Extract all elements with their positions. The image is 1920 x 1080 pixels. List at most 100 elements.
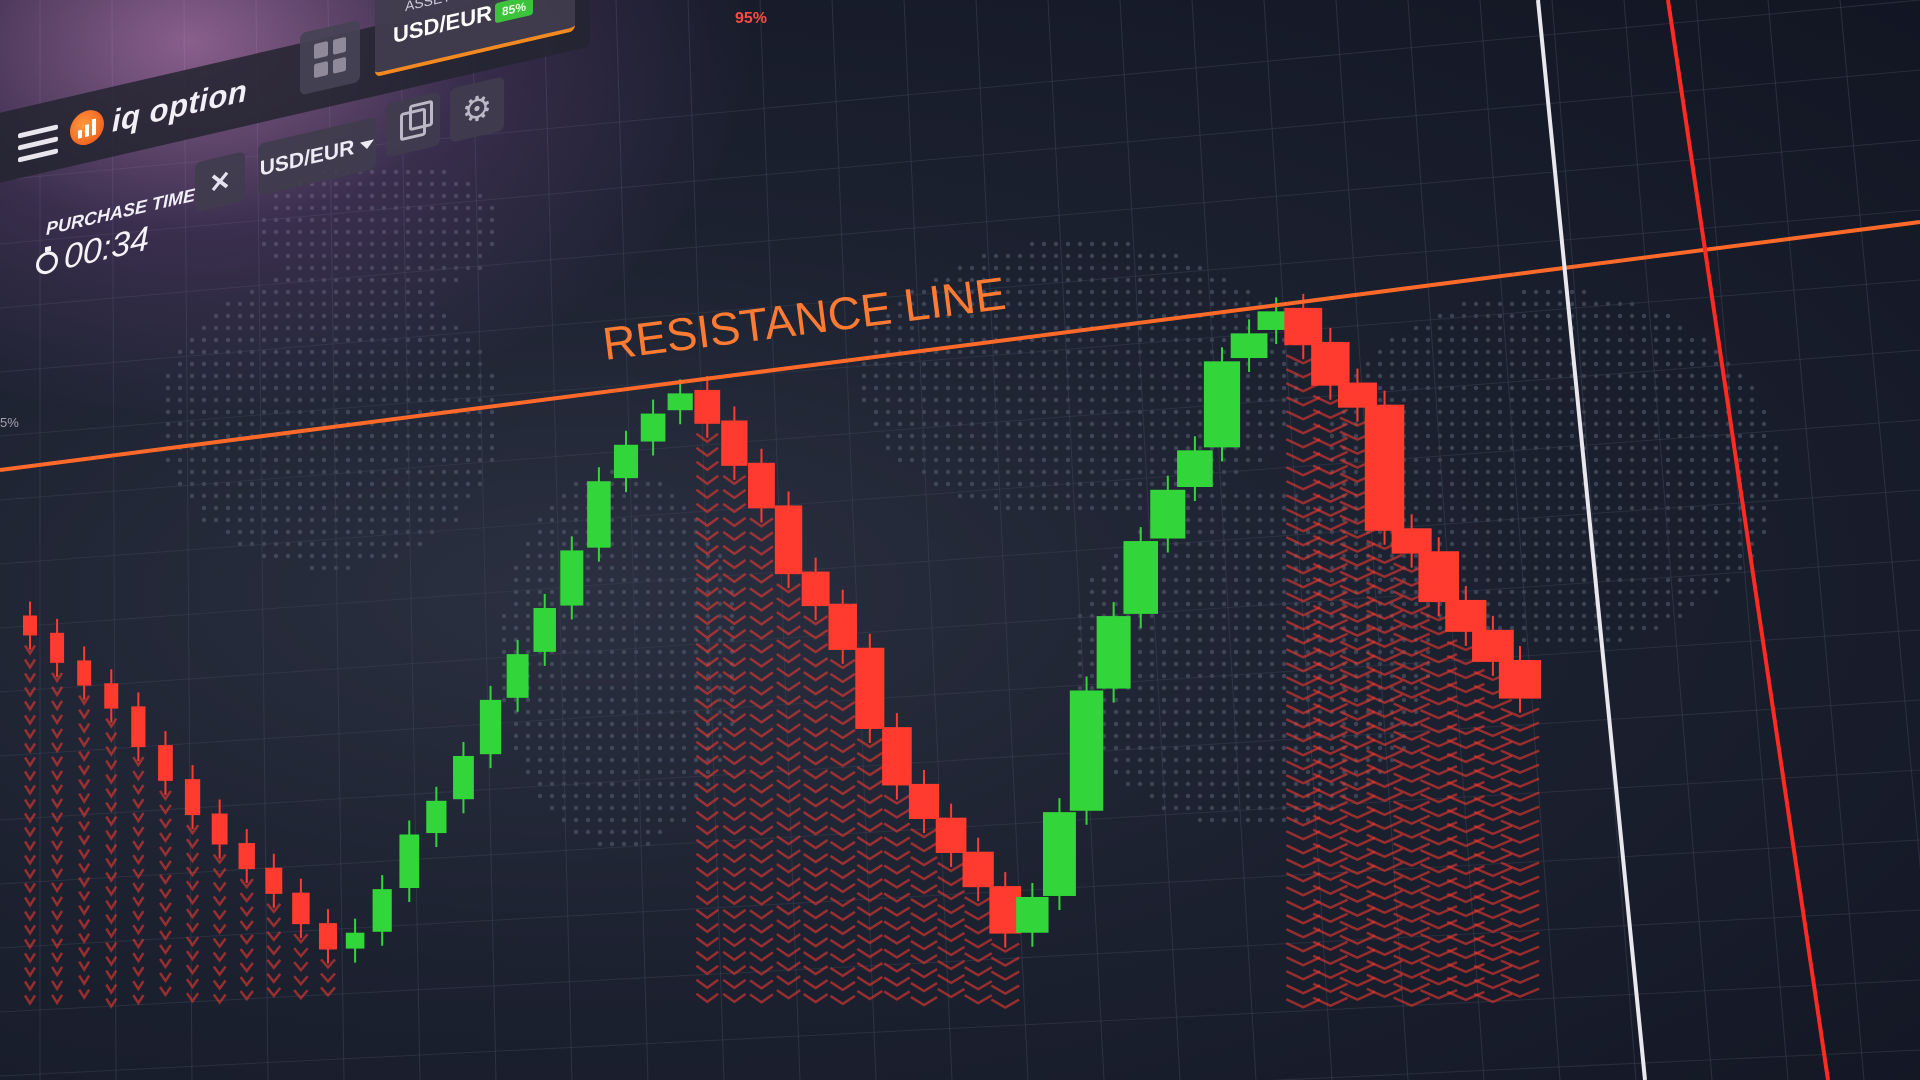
chevron-trail-mark (160, 973, 171, 981)
candle-down[interactable] (1284, 308, 1322, 345)
map-dot (1702, 410, 1706, 414)
candle-down[interactable] (882, 727, 912, 785)
candle-up[interactable] (1231, 333, 1268, 358)
map-dot (1582, 614, 1586, 618)
candle-down[interactable] (239, 843, 255, 869)
map-dot (1558, 386, 1562, 390)
map-dot (418, 362, 422, 366)
candle-down[interactable] (23, 616, 37, 636)
candle-down[interactable] (131, 706, 145, 747)
map-dot (1090, 506, 1094, 510)
map-dot (1438, 506, 1442, 510)
expiration-line[interactable] (1668, 0, 1828, 1080)
resistance-line[interactable] (0, 222, 1920, 470)
map-dot (1150, 614, 1154, 618)
map-dot (670, 602, 674, 606)
map-dot (1450, 434, 1454, 438)
candle-down[interactable] (50, 633, 64, 663)
candle-up[interactable] (534, 608, 556, 652)
map-dot (334, 302, 338, 306)
candle-up[interactable] (453, 756, 474, 799)
chevron-trail-mark (911, 983, 937, 991)
current-time-line[interactable] (1538, 0, 1645, 1080)
candle-up[interactable] (426, 801, 446, 833)
duplicate-chart-button[interactable] (386, 91, 440, 157)
candle-up[interactable] (346, 933, 365, 949)
candle-down[interactable] (265, 868, 282, 894)
candle-up[interactable] (560, 550, 583, 605)
chevron-trail-mark (1286, 509, 1320, 517)
candle-down[interactable] (694, 390, 720, 424)
candle-up[interactable] (1123, 541, 1158, 614)
candle-down[interactable] (292, 893, 310, 924)
chevron-trail-mark (696, 952, 718, 960)
map-dot (382, 242, 386, 246)
map-dot (1090, 614, 1094, 618)
candle-down[interactable] (936, 818, 967, 853)
map-dot (1066, 446, 1070, 450)
candle-down[interactable] (212, 814, 228, 845)
map-dot (1162, 614, 1166, 618)
map-dot (1150, 698, 1154, 702)
map-dot (1210, 290, 1214, 294)
candle-up[interactable] (1204, 361, 1240, 447)
map-dot (430, 326, 434, 330)
map-dot (922, 374, 926, 378)
map-dot (1042, 314, 1046, 318)
candle-down[interactable] (1472, 630, 1514, 662)
candle-down[interactable] (828, 604, 857, 650)
map-dot (1102, 362, 1106, 366)
candle-down[interactable] (185, 779, 200, 815)
asset-select[interactable]: USD/EUR (258, 117, 376, 196)
candle-down[interactable] (1445, 600, 1486, 632)
candle-down[interactable] (748, 463, 775, 509)
chevron-trail-mark (830, 954, 855, 962)
settings-button[interactable]: ⚙ (450, 76, 504, 142)
candle-up[interactable] (587, 481, 611, 547)
candle-down[interactable] (77, 660, 91, 685)
chevron-trail-mark (214, 869, 226, 877)
candle-down[interactable] (802, 572, 830, 606)
candle-up[interactable] (668, 393, 693, 410)
candle-down[interactable] (1392, 528, 1432, 553)
candle-down[interactable] (1499, 660, 1541, 699)
candle-down[interactable] (1338, 383, 1377, 408)
chevron-trail-mark (241, 935, 253, 943)
candle-down[interactable] (1365, 405, 1405, 531)
candle-up[interactable] (1150, 490, 1185, 539)
map-dot (1642, 326, 1646, 330)
candle-down[interactable] (1418, 551, 1459, 602)
candle-down[interactable] (104, 683, 118, 708)
candle-down[interactable] (775, 505, 802, 574)
candle-up[interactable] (1177, 450, 1213, 487)
candle-up[interactable] (1043, 812, 1076, 896)
chevron-trail-mark (777, 654, 800, 662)
candle-down[interactable] (158, 745, 173, 781)
map-dot (262, 290, 266, 294)
candle-up[interactable] (614, 445, 638, 478)
candle-down[interactable] (1311, 342, 1349, 386)
map-dot (1294, 590, 1298, 594)
close-asset-button[interactable]: ✕ (195, 151, 245, 213)
chevron-trail-mark (52, 939, 62, 947)
map-dot (1282, 818, 1286, 822)
map-dot (1666, 482, 1670, 486)
candle-up[interactable] (641, 414, 666, 442)
chevron-trail-mark (723, 938, 745, 946)
candle-up[interactable] (1070, 690, 1103, 810)
map-dot (1054, 338, 1058, 342)
map-dot (1606, 350, 1610, 354)
candle-up[interactable] (373, 889, 392, 932)
candle-down[interactable] (319, 923, 337, 949)
candle-up[interactable] (1097, 616, 1131, 688)
candle-down[interactable] (963, 852, 994, 887)
candle-up[interactable] (399, 834, 419, 888)
map-dot (454, 350, 458, 354)
candle-down[interactable] (855, 648, 884, 729)
candle-down[interactable] (721, 420, 747, 465)
candle-up[interactable] (507, 654, 529, 698)
candle-down[interactable] (909, 784, 939, 819)
map-dot (646, 722, 650, 726)
candle-up[interactable] (1016, 897, 1048, 933)
candle-up[interactable] (480, 700, 501, 754)
